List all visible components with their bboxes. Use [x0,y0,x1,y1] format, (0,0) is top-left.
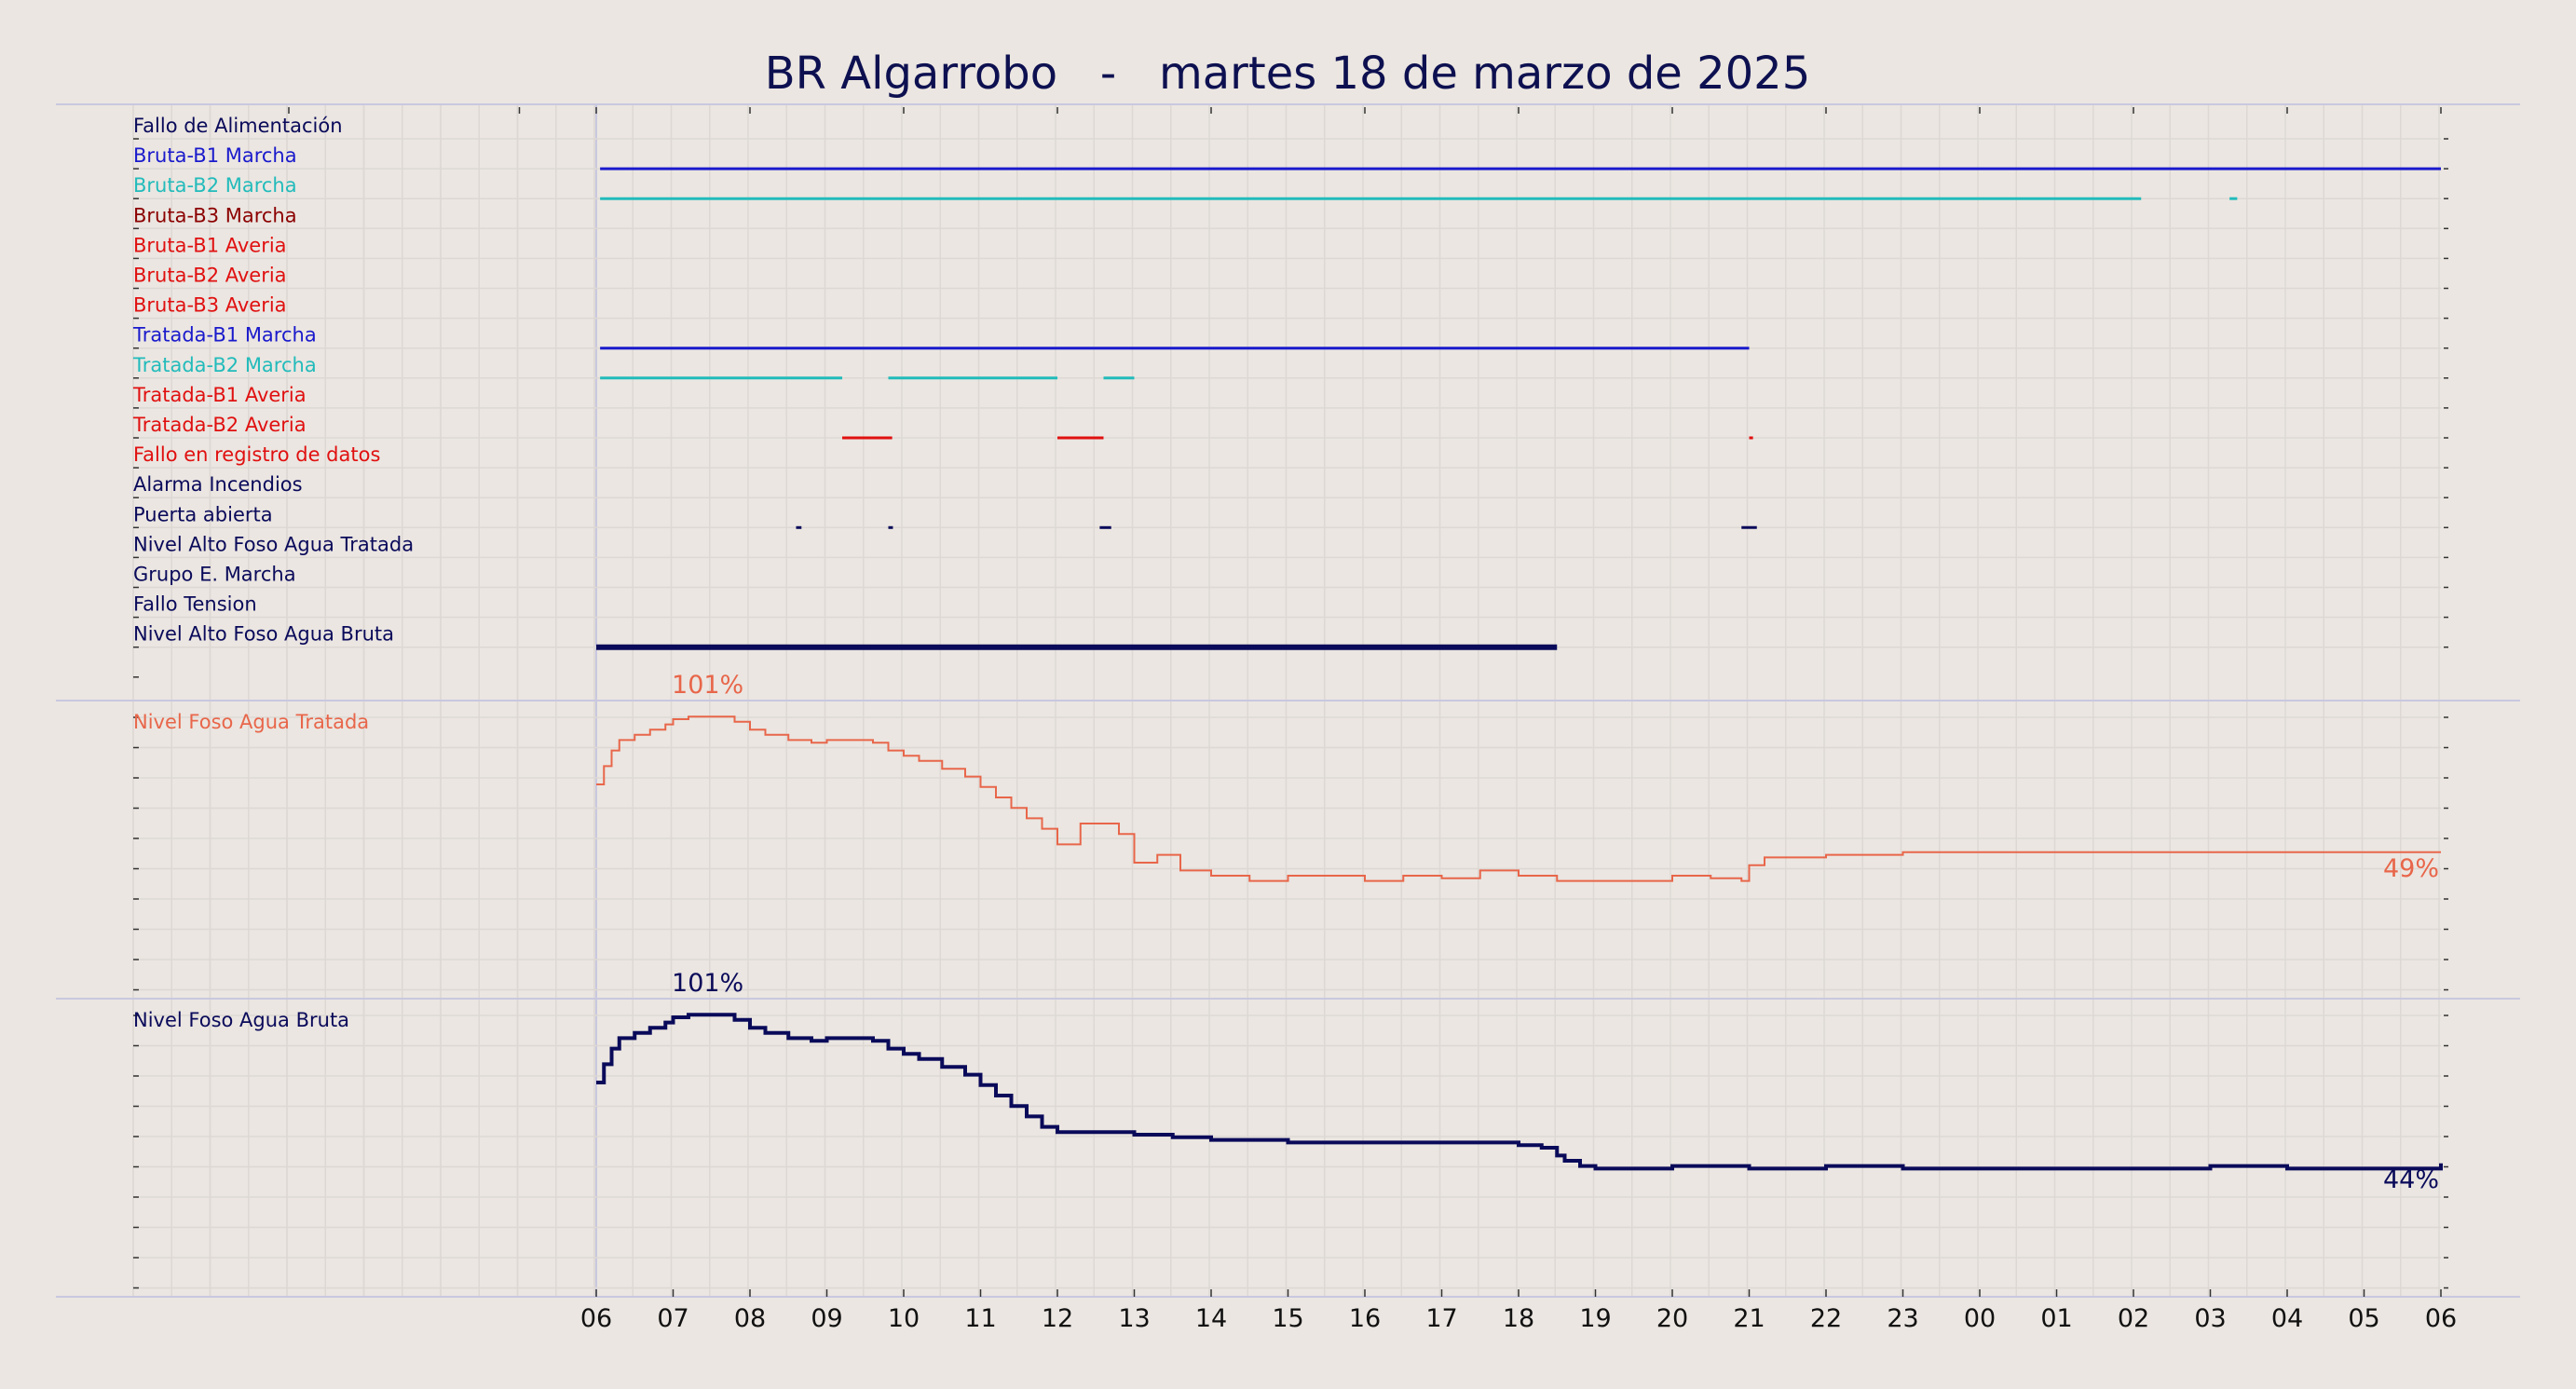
x-tick-label: 15 [1272,1304,1303,1333]
x-tick-label: 09 [811,1304,842,1333]
x-tick-label: 17 [1425,1304,1457,1333]
end-label: 44% [2383,1165,2439,1194]
signal-label: Tratada-B1 Averia [132,384,307,406]
x-tick-label: 03 [2194,1304,2226,1333]
x-tick-label: 06 [2425,1304,2457,1333]
signal-label: Fallo Tension [133,593,257,616]
signal-label: Grupo E. Marcha [133,564,296,586]
signal-label: Fallo de Alimentación [133,115,343,137]
signal-label: Bruta-B3 Averia [133,294,287,317]
x-tick-label: 13 [1118,1304,1150,1333]
level-line-tratada [596,715,2441,882]
level-line-bruta [596,1013,2443,1171]
series-label: Nivel Foso Agua Bruta [133,1009,349,1031]
x-tick-label: 20 [1656,1304,1688,1333]
x-tick-label: 21 [1733,1304,1765,1333]
x-tick-label: 18 [1503,1304,1534,1333]
x-tick-label: 12 [1042,1304,1073,1333]
signal-label: Tratada-B1 Marcha [132,324,317,347]
signal-label: Bruta-B1 Marcha [133,144,297,167]
max-label: 101% [672,671,743,700]
signal-label: Puerta abierta [133,503,273,525]
x-tick-label: 01 [2040,1304,2072,1333]
signal-label: Nivel Alto Foso Agua Bruta [133,623,394,646]
chart-title: BR Algarrobo - martes 18 de marzo de 202… [765,48,1811,100]
end-label: 49% [2383,854,2439,883]
series-label: Nivel Foso Agua Tratada [133,711,369,733]
signal-label: Fallo en registro de datos [133,443,380,466]
x-tick-label: 14 [1195,1304,1227,1333]
signal-label: Nivel Alto Foso Agua Tratada [133,533,414,555]
x-tick-label: 07 [657,1304,688,1333]
x-tick-label: 02 [2118,1304,2149,1333]
panel-separators [56,103,2520,1298]
x-tick-label: 08 [734,1304,766,1333]
digital-signals-panel: Fallo de Alimentación Bruta-B1 Marcha Brut… [132,115,2441,650]
signal-label: Tratada-B2 Averia [132,414,307,436]
x-tick-label: 19 [1579,1304,1611,1333]
x-tick-label: 04 [2271,1304,2303,1333]
signal-label: Tratada-B2 Marcha [132,354,317,376]
x-tick-label: 10 [888,1304,920,1333]
x-tick-label: 16 [1349,1304,1381,1333]
x-tick-label: 05 [2348,1304,2379,1333]
x-tick-label: 00 [1964,1304,1996,1333]
x-tick-label: 22 [1810,1304,1842,1333]
nivel-tratada-panel: Nivel Foso Agua Tratada 101% 49% [133,671,2441,883]
signal-label: Bruta-B2 Averia [133,265,287,287]
x-tick-label: 06 [580,1304,612,1333]
max-label: 101% [672,969,743,998]
x-tick-label: 23 [1887,1304,1918,1333]
signal-label: Bruta-B2 Marcha [133,174,297,197]
signal-label: Bruta-B3 Marcha [133,204,297,226]
x-tick-label: 11 [964,1304,996,1333]
x-axis: 06 07 08 09 10 11 12 13 14 15 16 17 18 19 20 21 22 23 00 01… [580,1289,2457,1333]
signal-label: Alarma Incendios [133,473,303,496]
signal-label: Bruta-B1 Averia [133,234,287,256]
nivel-bruta-panel: Nivel Foso Agua Bruta 101% 44% [133,969,2443,1194]
